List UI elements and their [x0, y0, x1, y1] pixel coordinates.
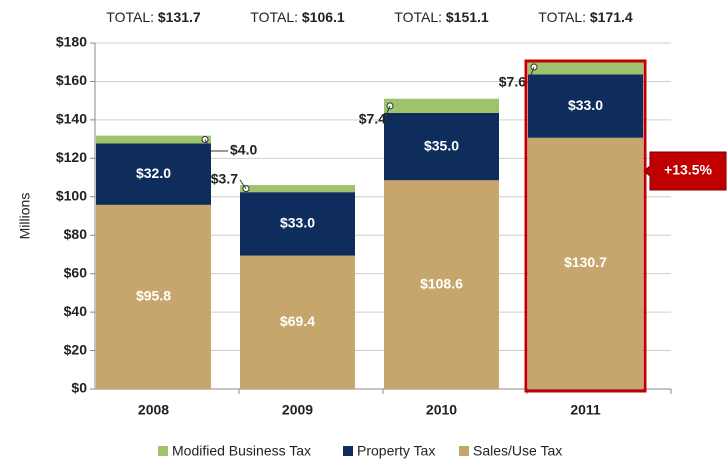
total-prefix: TOTAL: — [250, 9, 298, 25]
legend-swatch — [343, 446, 353, 456]
bar-segment — [240, 185, 355, 193]
bar-segment — [240, 255, 355, 389]
leader-line — [527, 66, 535, 84]
total-prefix: TOTAL: — [538, 9, 586, 25]
bar-segment — [384, 180, 499, 389]
bar-segment — [528, 74, 643, 138]
data-label: $130.7 — [564, 254, 607, 270]
bar-segment — [528, 59, 643, 75]
total-prefix: TOTAL: — [106, 9, 154, 25]
x-tick-label: 2009 — [282, 402, 313, 418]
y-tick-label: $120 — [56, 149, 87, 165]
data-label: $35.0 — [424, 137, 459, 153]
y-tick-label: $20 — [64, 341, 88, 357]
y-tick-label: $60 — [64, 264, 88, 280]
x-tick-label: 2011 — [570, 402, 601, 418]
bar-segment — [96, 143, 211, 205]
legend-label: Modified Business Tax — [172, 443, 311, 459]
data-label: $33.0 — [568, 97, 603, 113]
legend-label: Sales/Use Tax — [473, 443, 562, 459]
bar-segment — [96, 135, 211, 144]
legend-label: Property Tax — [357, 443, 435, 459]
y-tick-label: $80 — [64, 226, 88, 242]
x-tick-label: 2010 — [426, 402, 457, 418]
leader-line — [383, 105, 391, 121]
legend-swatch — [158, 446, 168, 456]
y-axis-label: Millions — [17, 193, 33, 240]
y-tick-label: $180 — [56, 34, 87, 50]
total-value: $131.7 — [158, 9, 201, 25]
total-label: TOTAL: $106.1 — [250, 9, 345, 25]
bar-segment — [96, 204, 211, 389]
data-label: $7.6 — [499, 74, 526, 90]
annotation: +13.5% — [664, 162, 712, 178]
data-label: $69.4 — [280, 313, 315, 329]
highlight-box — [524, 59, 647, 393]
total-value: $151.1 — [446, 9, 489, 25]
data-label: $4.0 — [230, 142, 257, 158]
total-value: $106.1 — [302, 9, 345, 25]
bar-segment — [240, 192, 355, 256]
bar-segment — [528, 137, 643, 389]
total-label: TOTAL: $151.1 — [394, 9, 489, 25]
data-label: $3.7 — [211, 171, 238, 187]
y-tick-label: $0 — [71, 380, 87, 396]
y-tick-label: $100 — [56, 187, 87, 203]
data-label: $7.4 — [359, 111, 386, 127]
annotation-box — [643, 151, 727, 191]
total-prefix: TOTAL: — [394, 9, 442, 25]
data-label: $95.8 — [136, 288, 171, 304]
y-tick-label: $40 — [64, 303, 88, 319]
y-tick-label: $140 — [56, 111, 87, 127]
x-tick-label: 2008 — [138, 402, 169, 418]
data-label: $108.6 — [420, 275, 463, 291]
total-label: TOTAL: $171.4 — [538, 9, 633, 25]
data-label: $32.0 — [136, 165, 171, 181]
total-value: $171.4 — [590, 9, 633, 25]
bar-segment — [384, 112, 499, 181]
data-label: $33.0 — [280, 215, 315, 231]
leader-line — [239, 179, 247, 189]
leader-line — [204, 139, 228, 152]
y-tick-label: $160 — [56, 72, 87, 88]
total-label: TOTAL: $131.7 — [106, 9, 201, 25]
bar-segment — [384, 98, 499, 113]
legend-swatch — [459, 446, 469, 456]
